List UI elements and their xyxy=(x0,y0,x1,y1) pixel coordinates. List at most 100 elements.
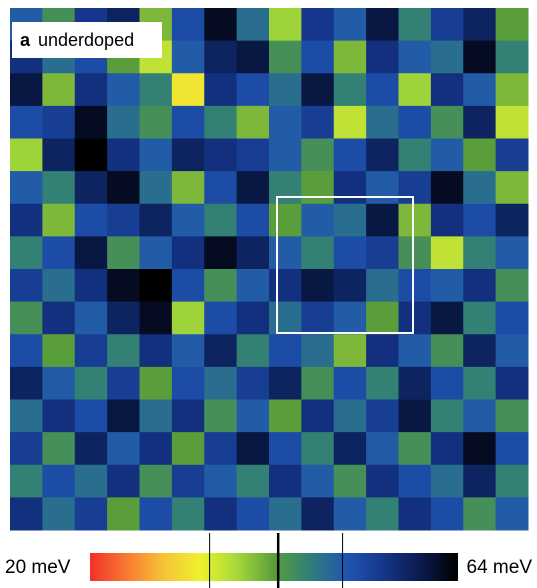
map-cell xyxy=(171,40,205,74)
map-cell xyxy=(495,171,529,205)
map-cell xyxy=(301,171,335,205)
map-cell xyxy=(139,334,173,368)
map-cell xyxy=(398,269,432,303)
map-cell xyxy=(430,399,464,433)
map-cell xyxy=(139,105,173,139)
map-cell xyxy=(463,432,497,466)
map-cell xyxy=(107,497,140,531)
map-cell xyxy=(366,203,399,237)
map-cell xyxy=(10,105,43,139)
map-cell xyxy=(366,236,399,270)
map-cell xyxy=(204,8,238,42)
map-cell xyxy=(236,399,270,433)
map-cell xyxy=(366,73,399,107)
map-cell xyxy=(333,8,367,42)
map-cell xyxy=(495,464,529,498)
map-cell xyxy=(74,334,108,368)
map-cell xyxy=(171,269,205,303)
map-cell xyxy=(301,203,335,237)
map-cell xyxy=(204,334,238,368)
map-cell xyxy=(366,399,399,433)
map-cell xyxy=(269,73,302,107)
map-cell xyxy=(171,138,205,172)
map-cell xyxy=(301,40,335,74)
map-cell xyxy=(42,171,76,205)
map-cell xyxy=(139,497,173,531)
map-cell xyxy=(139,464,173,498)
map-cell xyxy=(269,236,302,270)
map-cell xyxy=(495,334,529,368)
map-cell xyxy=(301,399,335,433)
map-cell xyxy=(333,497,367,531)
map-cell xyxy=(301,236,335,270)
colorbar-label: 64 meV xyxy=(467,557,533,578)
map-cell xyxy=(236,73,270,107)
map-cell xyxy=(430,40,464,74)
map-cell xyxy=(333,105,367,139)
map-cell xyxy=(139,432,173,466)
map-cell xyxy=(463,301,497,335)
map-cell xyxy=(236,171,270,205)
map-cell xyxy=(269,203,302,237)
map-cell xyxy=(398,301,432,335)
map-cell xyxy=(495,236,529,270)
map-cell xyxy=(495,432,529,466)
map-cell xyxy=(139,301,173,335)
map-cell xyxy=(10,301,43,335)
map-cell xyxy=(236,40,270,74)
map-cell xyxy=(333,138,367,172)
map-cell xyxy=(301,366,335,400)
map-cell xyxy=(139,236,173,270)
map-cell xyxy=(171,203,205,237)
map-cell xyxy=(463,269,497,303)
map-cell xyxy=(204,236,238,270)
map-cell xyxy=(366,366,399,400)
map-cell xyxy=(204,171,238,205)
map-cell xyxy=(463,366,497,400)
map-cell xyxy=(10,366,43,400)
map-cell xyxy=(463,105,497,139)
map-cell xyxy=(463,40,497,74)
map-cell xyxy=(107,236,140,270)
map-cell xyxy=(74,464,108,498)
map-cell xyxy=(495,366,529,400)
map-cell xyxy=(74,497,108,531)
map-cell xyxy=(171,73,205,107)
map-cell xyxy=(107,73,140,107)
map-cell xyxy=(204,366,238,400)
map-cell xyxy=(269,497,302,531)
map-cell xyxy=(495,40,529,74)
map-cell xyxy=(236,105,270,139)
map-cell xyxy=(269,40,302,74)
map-cell xyxy=(10,203,43,237)
map-cell xyxy=(74,73,108,107)
map-cell xyxy=(398,334,432,368)
map-cell xyxy=(398,73,432,107)
map-cell xyxy=(333,269,367,303)
map-cell xyxy=(430,301,464,335)
map-cell xyxy=(236,464,270,498)
map-cell xyxy=(366,171,399,205)
map-cell xyxy=(204,464,238,498)
map-cell xyxy=(10,334,43,368)
map-cell xyxy=(398,105,432,139)
map-cell xyxy=(171,301,205,335)
map-cell xyxy=(236,236,270,270)
map-cell xyxy=(171,236,205,270)
map-cell xyxy=(333,464,367,498)
map-cell xyxy=(236,269,270,303)
map-cell xyxy=(398,464,432,498)
map-cell xyxy=(301,334,335,368)
map-cell xyxy=(10,269,43,303)
map-cell xyxy=(42,399,76,433)
map-cell xyxy=(333,301,367,335)
map-cell xyxy=(430,432,464,466)
panel-label: a xyxy=(20,30,31,50)
map-cell xyxy=(269,171,302,205)
map-cell xyxy=(269,269,302,303)
map-cell xyxy=(42,138,76,172)
map-cell xyxy=(236,432,270,466)
map-cell xyxy=(301,73,335,107)
map-cell xyxy=(74,269,108,303)
map-cell xyxy=(333,432,367,466)
